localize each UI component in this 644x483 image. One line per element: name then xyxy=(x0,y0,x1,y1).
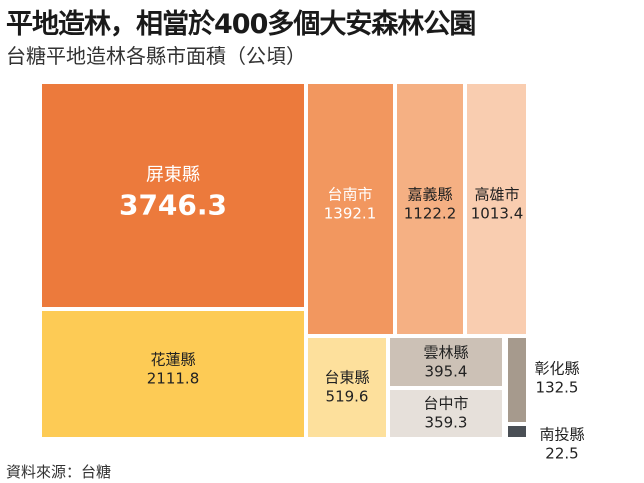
treemap-cell-yunlin xyxy=(388,336,504,388)
treemap-cell-chiayi xyxy=(395,82,465,336)
region-name: 台南市 xyxy=(327,185,373,204)
region-name: 花蓮縣 xyxy=(150,350,196,369)
treemap-cell-pingtung xyxy=(40,82,306,309)
treemap-label-pingtung: 屏東縣 3746.3 xyxy=(119,164,227,222)
region-value: 1392.1 xyxy=(323,204,377,222)
treemap-cell-taichung xyxy=(388,388,504,439)
region-name: 嘉義縣 xyxy=(407,185,453,204)
treemap-label-chiayi: 嘉義縣 1122.2 xyxy=(404,185,457,223)
treemap-label-nantou: 南投縣 22.5 xyxy=(539,425,584,463)
region-name: 台東縣 xyxy=(324,368,370,387)
treemap-label-yunlin: 雲林縣 395.4 xyxy=(423,343,468,381)
region-name: 雲林縣 xyxy=(423,343,469,362)
treemap-cell-tainan xyxy=(306,82,395,336)
region-value: 359.3 xyxy=(424,413,468,431)
region-value: 1013.4 xyxy=(470,204,524,222)
region-name: 彰化縣 xyxy=(534,359,580,378)
treemap-cell-hualien xyxy=(40,309,306,439)
treemap-label-kaohsiung: 高雄市 1013.4 xyxy=(471,185,524,223)
region-value: 2111.8 xyxy=(146,369,200,387)
region-value: 1122.2 xyxy=(403,204,457,222)
treemap-cell-kaohsiung xyxy=(465,82,528,336)
region-value: 132.5 xyxy=(535,378,579,396)
region-name: 高雄市 xyxy=(474,185,520,204)
treemap-label-hualien: 花蓮縣 2111.8 xyxy=(147,350,200,388)
treemap-cell-taitung xyxy=(306,336,388,439)
region-name: 台中市 xyxy=(423,394,469,413)
region-value: 3746.3 xyxy=(118,187,228,221)
region-name: 南投縣 xyxy=(539,425,585,444)
region-value: 519.6 xyxy=(325,387,369,405)
treemap-cell-nantou xyxy=(506,424,528,439)
region-value: 395.4 xyxy=(424,362,468,380)
treemap-label-tainan: 台南市 1392.1 xyxy=(324,185,377,223)
treemap-cell-changhua xyxy=(506,336,528,424)
chart-subtitle: 台糖平地造林各縣市面積（公頃） xyxy=(6,44,306,68)
region-value: 22.5 xyxy=(545,444,579,462)
treemap-label-taichung: 台中市 359.3 xyxy=(423,394,468,432)
treemap-label-taitung: 台東縣 519.6 xyxy=(324,368,369,406)
treemap-label-changhua: 彰化縣 132.5 xyxy=(534,359,579,397)
source-note: 資料來源：台糖 xyxy=(6,463,112,481)
region-name: 屏東縣 xyxy=(146,164,200,186)
chart-title: 平地造林，相當於400多個大安森林公園 xyxy=(6,9,476,40)
